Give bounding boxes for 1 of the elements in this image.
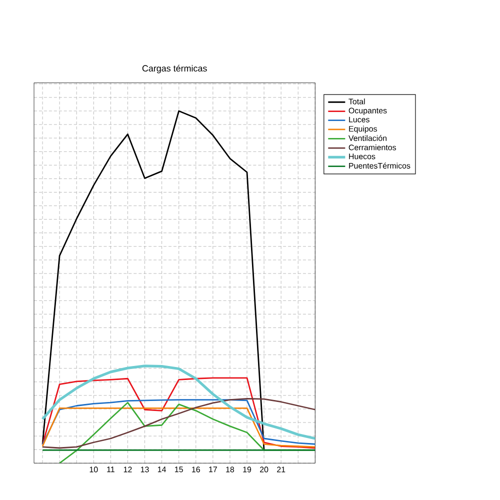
chart-title: Cargas térmicas [142,64,207,74]
